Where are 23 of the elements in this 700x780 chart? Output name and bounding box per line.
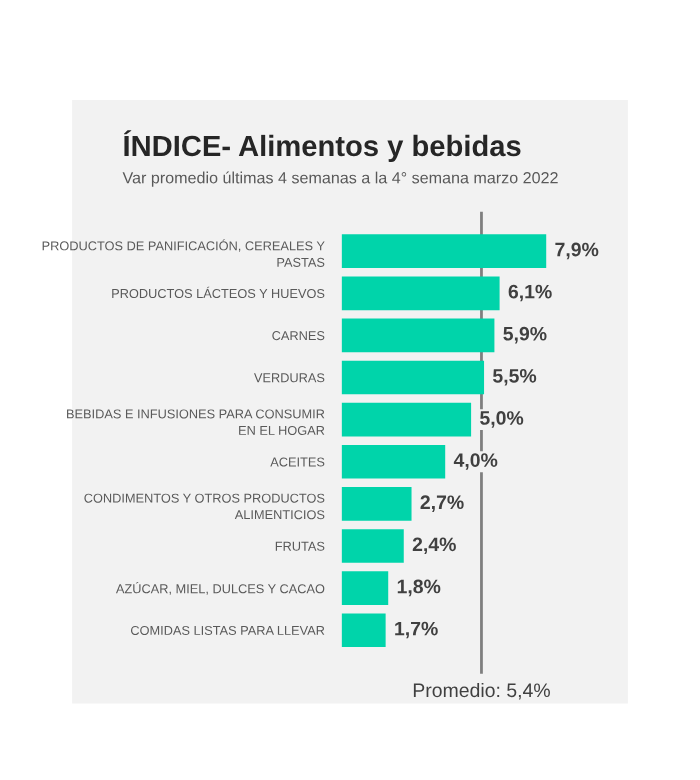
bar [341,402,472,437]
bar [341,487,412,521]
data-label: 1,7% [395,621,438,639]
chart-subtitle: Var promedio últimas 4 semanas a la 4° semana marzo 2022 [122,171,558,187]
data-label: 2,4% [412,537,456,555]
bar [341,234,547,269]
data-label: 1,8% [397,579,441,597]
bar [341,529,404,563]
data-label: 2,7% [420,495,464,512]
chart-title: ÍNDICE- Alimentos y bebidas [123,130,521,163]
data-label: 6,1% [508,284,552,302]
bar [341,613,386,648]
data-label: 5,0% [480,411,524,428]
data-label: 5,5% [492,369,537,386]
bar [341,571,389,605]
bar [341,444,446,479]
bar [341,360,485,395]
data-label: 5,9% [503,326,547,344]
data-label: 7,9% [555,242,599,260]
data-label: 4,0% [453,453,498,470]
ref-line-label: Promedio: 5,4% [413,682,550,700]
bar [341,318,495,353]
bar [341,276,500,311]
